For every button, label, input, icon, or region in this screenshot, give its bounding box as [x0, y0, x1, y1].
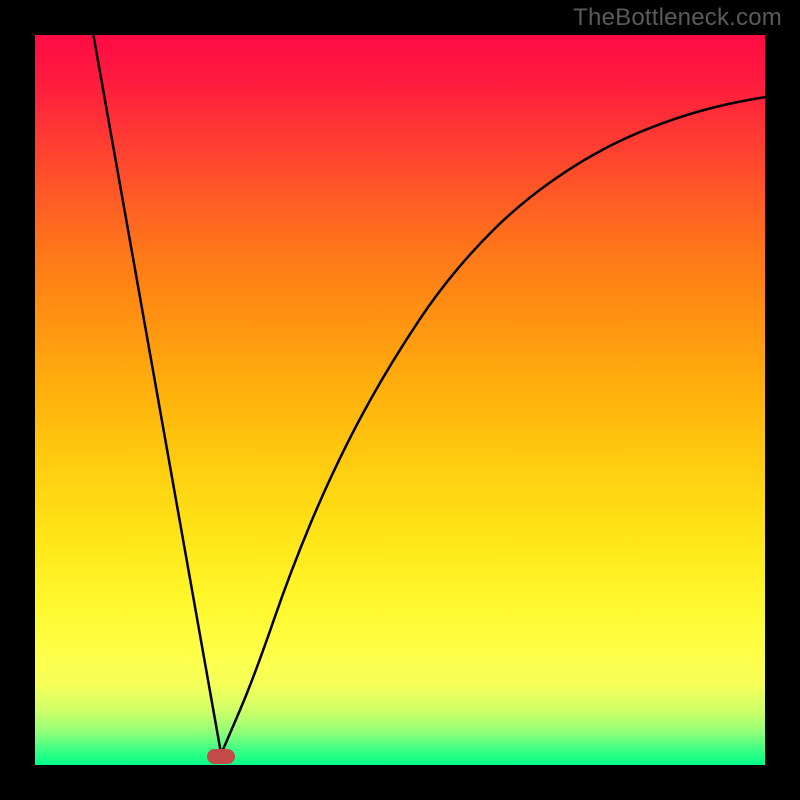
bottleneck-curve	[35, 35, 765, 765]
plot-area	[35, 35, 765, 765]
vertex-marker	[207, 749, 235, 764]
watermark-label: TheBottleneck.com	[573, 4, 782, 32]
curve-path	[93, 35, 765, 754]
bottleneck-chart: TheBottleneck.com	[0, 0, 800, 800]
